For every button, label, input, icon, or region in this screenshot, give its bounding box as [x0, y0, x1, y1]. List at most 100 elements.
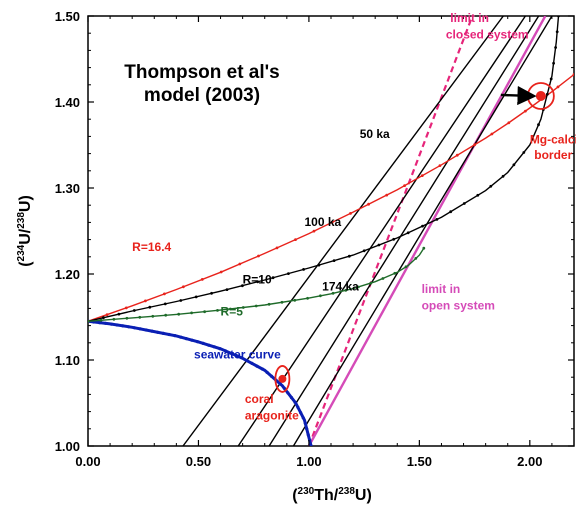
closed-system-limit-line	[307, 16, 474, 446]
x-tick-label: 0.50	[186, 454, 211, 469]
r16-curve-point	[124, 306, 128, 310]
annotation-aragonite: aragonite	[245, 408, 299, 422]
r5-curve-point	[164, 313, 168, 317]
r10-curve-point	[362, 249, 366, 253]
x-tick-label: 1.00	[296, 454, 321, 469]
r5-curve-point	[99, 318, 103, 322]
r16-curve-point	[524, 109, 527, 113]
y-tick-label: 1.10	[55, 353, 80, 368]
r10-curve-point	[271, 276, 275, 280]
annotation-mg-calcite: Mg-calcite	[530, 132, 576, 146]
x-tick-label: 2.00	[517, 454, 542, 469]
r16-curve-point	[438, 164, 442, 168]
r5-curve-point	[331, 291, 335, 295]
annotation-open-system: open system	[422, 298, 495, 312]
r16-curve-point	[473, 143, 477, 147]
seawater-curve-point	[260, 367, 264, 371]
r5-curve-point	[344, 288, 348, 292]
r10-curve-point	[256, 280, 260, 284]
y-tick-label: 1.30	[55, 181, 80, 196]
annotation-100-ka: 100 ka	[304, 215, 341, 229]
r16-curve-point	[367, 202, 370, 206]
r16-curve-point	[182, 285, 185, 289]
seawater-curve-point	[278, 382, 282, 386]
r10-curve	[88, 16, 560, 322]
annotation-174-ka: 174 ka	[322, 279, 359, 293]
seawater-curve-point	[289, 396, 294, 400]
x-tick-label: 1.50	[407, 454, 432, 469]
annotation-coral: coral	[245, 392, 274, 406]
seawater-curve-point	[138, 327, 142, 331]
r16-curve-point	[403, 184, 406, 188]
annotation-layer: 50 ka 100 ka 174 ka R=16.4 R=10 R=5 seawater c…	[132, 11, 576, 422]
r5-curve-point	[177, 312, 181, 316]
seawater-curve-point	[223, 349, 227, 353]
y-tick-label: 1.00	[55, 439, 80, 454]
mg-calcite-point	[535, 90, 546, 101]
seawater-curve-point	[234, 353, 238, 358]
r5-curve-point	[306, 296, 309, 300]
coral-aragonite-point	[278, 374, 287, 383]
svg-text:(234U/238U): (234U/238U)	[16, 195, 34, 267]
y-tick-label: 1.20	[55, 267, 80, 282]
r10-curve-point	[512, 163, 516, 167]
r16-curve-point	[330, 220, 334, 224]
r16-curve-point	[294, 238, 297, 242]
r10-curve-point	[225, 288, 229, 291]
annotation-closed-system: closed system	[446, 27, 529, 41]
r10-curve-point	[489, 184, 493, 188]
r10-curve-point	[194, 295, 198, 299]
r10-curve-point	[179, 299, 183, 302]
seawater-curve-point	[207, 343, 211, 347]
r10-curve-point	[530, 137, 534, 141]
seawater-curve-point	[250, 361, 254, 365]
seawater-curve-point	[190, 338, 194, 342]
r10-curve-point	[163, 302, 167, 306]
chart-title-line-1: Thompson et al's	[124, 62, 279, 83]
svg-text:(230Th/238U): (230Th/238U)	[292, 486, 372, 504]
seawater-curve-point	[212, 345, 216, 349]
annotation-border: border	[534, 148, 572, 162]
r10-curve-point	[554, 46, 557, 49]
isochron-line-3	[268, 16, 540, 446]
r5-curve-point	[356, 285, 360, 289]
isochron-line-1	[182, 16, 504, 446]
r10-curve-point	[522, 151, 526, 154]
r10-curve-point	[557, 16, 560, 18]
r5-curve-point	[414, 257, 418, 260]
r10-curve-point	[421, 224, 424, 228]
r10-curve-point	[449, 210, 453, 214]
r16-curve-point	[572, 73, 574, 76]
seawater-curve-point	[301, 416, 305, 420]
seawater-curve-point	[218, 347, 222, 351]
r5-curve-point	[393, 271, 397, 275]
seawater-curve-point	[305, 427, 309, 431]
r10-curve-point	[552, 61, 555, 65]
seawater-curve-point	[144, 328, 148, 332]
r5-curve-point	[381, 277, 385, 280]
isochron-line-2	[237, 16, 526, 446]
r16-curve-point	[105, 313, 109, 316]
seawater-curve-point	[240, 356, 244, 360]
r16-curve-point	[420, 174, 424, 178]
r5-curve-point	[422, 246, 426, 250]
r5-curve-point	[267, 302, 271, 306]
annotation-r-10: R=10	[243, 272, 272, 286]
seawater-curve-point	[173, 334, 177, 338]
r16-curve-point	[200, 278, 204, 281]
r16-curve-point	[144, 299, 147, 303]
r10-curve-point	[435, 218, 439, 221]
r5-curve	[88, 247, 425, 322]
chart-title-line-2: model (2003)	[144, 85, 260, 106]
x-tick-label: 0.00	[75, 454, 100, 469]
r10-curve-point	[287, 272, 290, 275]
r16-curve-point	[455, 153, 459, 157]
r5-curve-point	[151, 314, 155, 318]
annotation-50-ka: 50 ka	[360, 127, 390, 141]
r16-curve-point	[490, 132, 494, 136]
r5-curve-point	[293, 298, 297, 302]
seawater-curve-point	[184, 337, 188, 341]
r5-curve-point	[254, 304, 258, 308]
seawater-curve-point	[306, 433, 310, 437]
